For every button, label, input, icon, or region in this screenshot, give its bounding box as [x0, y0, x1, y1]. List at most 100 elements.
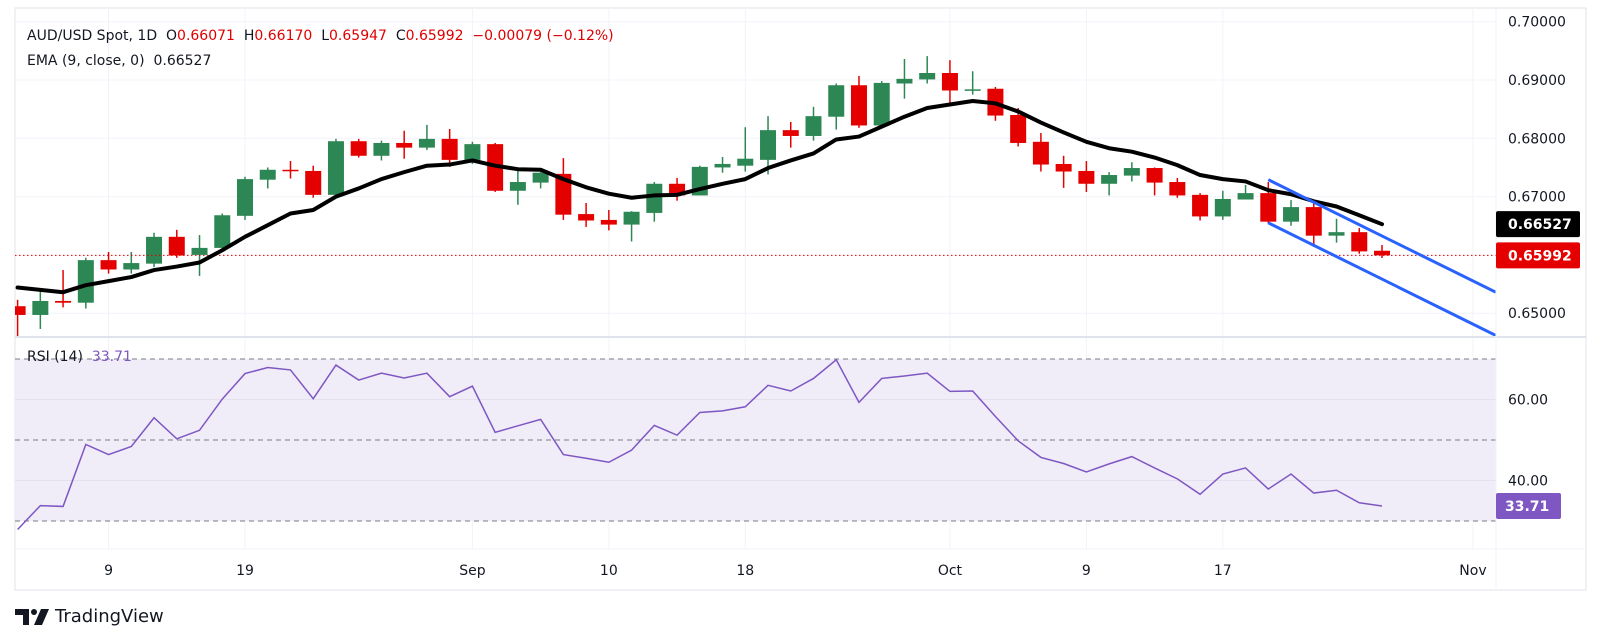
candle-up[interactable] — [1237, 184, 1254, 200]
candle-up[interactable] — [964, 71, 981, 95]
time-axis[interactable]: 9 19 Sep 10 18 Oct 9 17 Nov — [104, 563, 1487, 579]
candle-up[interactable] — [32, 288, 49, 329]
candle-down[interactable] — [1305, 201, 1322, 247]
candle-up[interactable] — [373, 140, 390, 161]
candle-body — [760, 130, 777, 160]
candle-down[interactable] — [1146, 167, 1163, 196]
price-axis[interactable]: 0.70000 0.69000 0.68000 0.67000 0.65000 0.665… — [1496, 15, 1580, 323]
channel-upper-line[interactable] — [1267, 178, 1496, 294]
candle-body — [191, 247, 208, 255]
candle-body — [1078, 170, 1095, 184]
candle-up[interactable] — [1283, 200, 1300, 226]
candle-up[interactable] — [919, 56, 936, 84]
candle-body — [1146, 168, 1163, 183]
candle-down[interactable] — [1374, 244, 1390, 258]
candle-up[interactable] — [646, 182, 663, 222]
candle-body — [1214, 198, 1231, 217]
last-price-badge-label: 0.65992 — [1508, 248, 1572, 264]
candle-up[interactable] — [77, 257, 94, 309]
candle-down[interactable] — [1169, 177, 1186, 198]
candle-down[interactable] — [1192, 193, 1209, 221]
candle-down[interactable] — [282, 161, 299, 179]
candle-up[interactable] — [805, 106, 822, 141]
candle-down[interactable] — [10, 299, 26, 337]
candle-down[interactable] — [669, 177, 686, 201]
candle-up[interactable] — [623, 211, 640, 242]
ema-legend[interactable]: EMA (9, close, 0) 0.66527 — [27, 53, 211, 69]
ema-label: EMA (9, close, 0) — [27, 53, 145, 69]
candle-up[interactable] — [760, 116, 777, 175]
channel-lower-line[interactable] — [1267, 221, 1496, 337]
candle-down[interactable] — [600, 210, 617, 231]
time-tick-label: Sep — [459, 563, 486, 579]
candle-up[interactable] — [259, 167, 276, 189]
brand-name: TradingView — [55, 606, 164, 627]
rsi-pane[interactable] — [15, 358, 1496, 531]
candle-down[interactable] — [782, 121, 799, 148]
candle-body — [441, 138, 458, 160]
candle-body — [919, 73, 936, 80]
candle-up[interactable] — [828, 83, 845, 130]
candle-body — [737, 158, 754, 166]
candle-down[interactable] — [1078, 161, 1095, 192]
symbol-title[interactable]: AUD/USD Spot, 1D — [27, 28, 158, 44]
candle-up[interactable] — [1328, 218, 1345, 243]
candle-up[interactable] — [509, 167, 526, 205]
candle-body — [1237, 193, 1254, 200]
rsi-badge-label: 33.71 — [1505, 499, 1549, 515]
candle-down[interactable] — [1032, 133, 1049, 172]
rsi-axis[interactable]: 60.00 40.00 33.71 — [1496, 393, 1561, 519]
candle-body — [1169, 182, 1186, 196]
candle-down[interactable] — [350, 138, 367, 158]
candle-up[interactable] — [327, 138, 344, 197]
candle-body — [941, 73, 958, 91]
close-value: 0.65992 — [405, 28, 464, 44]
candle-down[interactable] — [555, 158, 572, 220]
candle-up[interactable] — [1214, 190, 1231, 220]
candle-down[interactable] — [850, 75, 867, 128]
tradingview-logo[interactable]: TradingView — [15, 606, 164, 627]
ema-line[interactable] — [15, 98, 1384, 295]
candle-up[interactable] — [896, 59, 913, 99]
candle-down[interactable] — [168, 229, 185, 258]
rsi-line[interactable] — [17, 358, 1383, 531]
candle-body — [55, 300, 72, 303]
candle-down[interactable] — [1351, 228, 1368, 254]
candle-down[interactable] — [441, 128, 458, 167]
high-value: 0.66170 — [254, 28, 313, 44]
price-tick-label: 0.67000 — [1508, 190, 1566, 206]
candle-up[interactable] — [737, 127, 754, 172]
candle-body — [669, 183, 686, 196]
rsi-tick-label: 60.00 — [1508, 393, 1548, 409]
candle-down[interactable] — [396, 130, 413, 159]
candle-up[interactable] — [237, 176, 253, 220]
candle-up[interactable] — [532, 172, 549, 189]
candle-down[interactable] — [941, 60, 958, 106]
candle-down[interactable] — [305, 165, 322, 198]
candle-body — [1101, 175, 1118, 184]
candle-down[interactable] — [1010, 107, 1027, 147]
candle-up[interactable] — [714, 156, 731, 173]
candle-down[interactable] — [100, 251, 117, 274]
rsi-legend[interactable]: RSI (14) 33.71 — [27, 349, 132, 365]
candle-up[interactable] — [146, 232, 163, 268]
candle-up[interactable] — [1123, 162, 1140, 182]
rsi-label: RSI (14) — [27, 349, 83, 365]
candle-body — [805, 116, 822, 136]
candle-up[interactable] — [1101, 172, 1118, 196]
time-tick-label: 10 — [600, 563, 618, 579]
candle-body — [1032, 141, 1049, 165]
symbol-legend: AUD/USD Spot, 1D O0.66071 H0.66170 L0.65… — [27, 28, 614, 44]
candle-body — [1351, 232, 1368, 252]
candle-up[interactable] — [418, 124, 435, 150]
candle-down[interactable] — [1055, 155, 1072, 188]
price-pane[interactable] — [10, 56, 1496, 337]
candle-up[interactable] — [214, 213, 231, 251]
candle-down[interactable] — [578, 203, 595, 227]
candle-body — [32, 300, 49, 315]
candle-body — [100, 260, 117, 270]
candle-up[interactable] — [873, 81, 890, 128]
candle-body — [1260, 193, 1277, 222]
candle-down[interactable] — [55, 270, 72, 308]
